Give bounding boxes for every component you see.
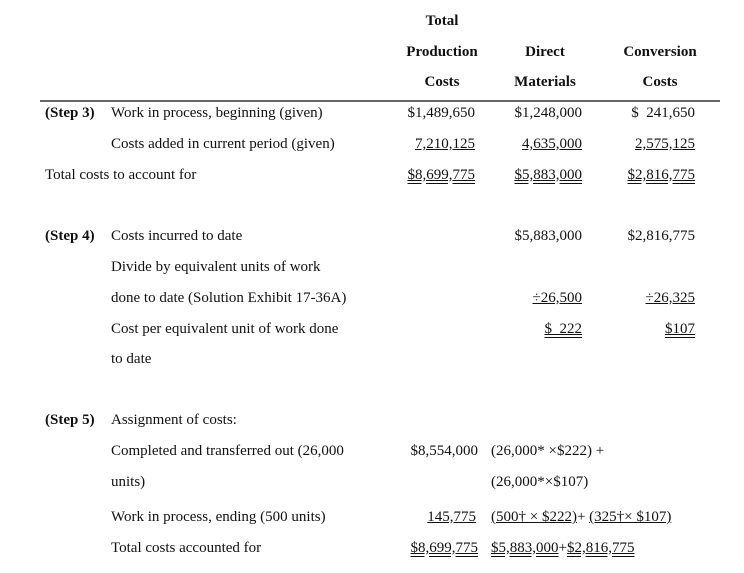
row-label: Work in process, ending (500 units) <box>111 509 326 525</box>
cell: $5,883,000 <box>514 228 583 244</box>
header-costs-1: Costs <box>424 74 460 90</box>
cell: $ 241,650 <box>631 105 695 121</box>
step5-label: (Step 5) <box>45 412 95 428</box>
cell: $107 <box>665 321 695 337</box>
header-direct: Direct <box>525 44 565 60</box>
header-costs-2: Costs <box>642 74 678 90</box>
calc-part: (325†× $107) <box>589 509 672 525</box>
calc-plus: + <box>558 540 567 556</box>
cell: $2,816,775 <box>627 228 696 244</box>
calc-part: (500† × $222) <box>491 509 577 525</box>
row-label: Cost per equivalent unit of work done <box>111 321 339 337</box>
cell: $8,699,775 <box>407 167 476 183</box>
cell: 7,210,125 <box>415 136 475 152</box>
cell: 2,575,125 <box>635 136 695 152</box>
header-production: Production <box>406 44 478 60</box>
row-label: to date <box>111 351 152 367</box>
step3-label: (Step 3) <box>45 105 95 121</box>
row-label: Work in process, beginning (given) <box>111 105 323 121</box>
cell: $2,816,775 <box>627 167 696 183</box>
header-rule <box>40 100 720 102</box>
cell: ÷26,325 <box>645 290 695 306</box>
row-label: Divide by equivalent units of work <box>111 259 321 275</box>
row-label: Costs added in current period (given) <box>111 136 335 152</box>
calc-part: $2,816,775 <box>566 540 635 556</box>
cell: $5,883,000+$2,816,775 <box>491 539 634 557</box>
row-label: Costs incurred to date <box>111 228 243 244</box>
cell: (26,000*×$107) <box>491 474 589 490</box>
row-label: units) <box>111 474 146 490</box>
calc-part: $5,883,000 <box>491 540 559 556</box>
cell: $1,489,650 <box>407 105 476 121</box>
cell: 145,775 <box>427 509 476 525</box>
row-label: Completed and transferred out (26,000 <box>111 443 344 459</box>
cell: $8,554,000 <box>410 443 479 459</box>
cell: $5,883,000 <box>514 167 583 183</box>
cell: $1,248,000 <box>514 105 583 121</box>
header-conversion: Conversion <box>623 44 697 60</box>
row-label: done to date (Solution Exhibit 17-36A) <box>111 290 347 306</box>
row-label: Assignment of costs: <box>111 412 237 428</box>
calc-plus: + <box>576 509 590 525</box>
cell: $ 222 <box>544 321 583 337</box>
header-materials: Materials <box>514 74 576 90</box>
cell: ÷26,500 <box>532 290 582 306</box>
cell: $8,699,775 <box>410 540 479 556</box>
cell: (500† × $222)+ (325†× $107) <box>491 508 671 526</box>
cell: 4,635,000 <box>522 136 582 152</box>
step4-label: (Step 4) <box>45 228 95 244</box>
header-total: Total <box>425 13 459 29</box>
row-label: Total costs accounted for <box>111 540 262 556</box>
cell: (26,000* ×$222) + <box>491 443 605 459</box>
row-label: Total costs to account for <box>45 167 197 183</box>
